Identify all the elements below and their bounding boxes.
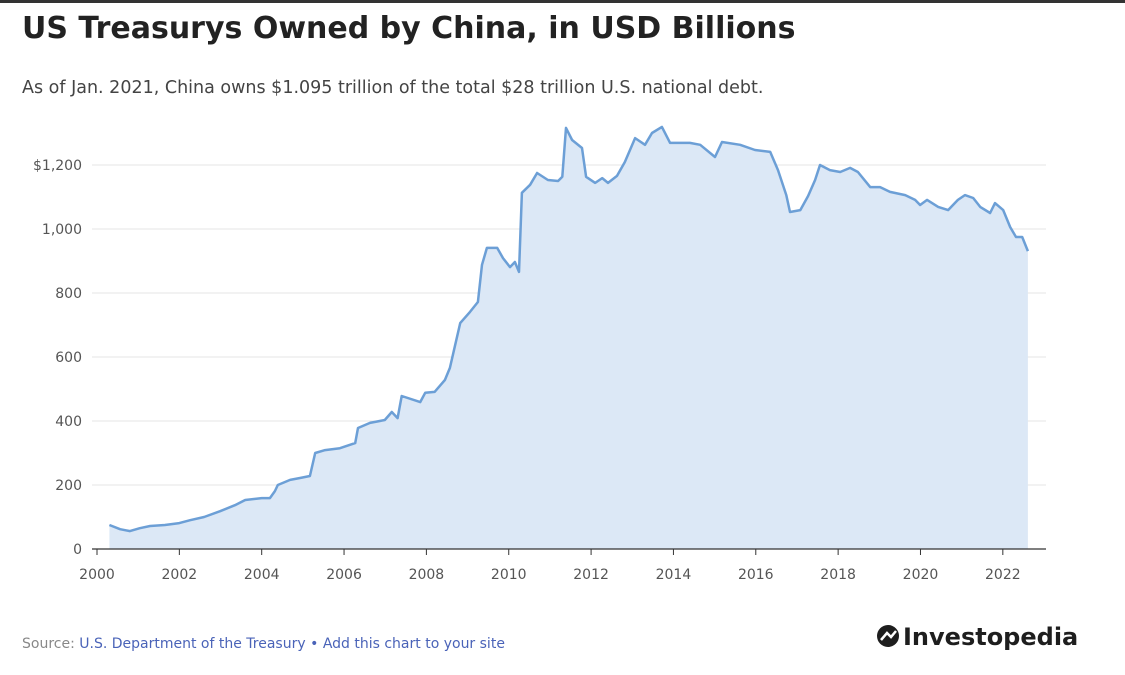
x-tick-label: 2016 bbox=[738, 567, 774, 583]
logo: Investopedia bbox=[877, 623, 1078, 651]
top-border bbox=[0, 0, 1125, 3]
x-tick-label: 2006 bbox=[326, 567, 362, 583]
y-tick-label: 1,000 bbox=[42, 222, 82, 238]
x-tick-label: 2010 bbox=[491, 567, 527, 583]
y-tick-label: $1,200 bbox=[33, 158, 82, 174]
x-tick-label: 2004 bbox=[244, 567, 280, 583]
x-tick-label: 2022 bbox=[985, 567, 1021, 583]
plot-area: 0 200 400 600 800 1,000 $1,200 2000 2002 2004 2006… bbox=[33, 125, 1046, 583]
y-tick-label: 200 bbox=[55, 478, 82, 494]
y-tick-label: 0 bbox=[73, 542, 82, 558]
separator: • bbox=[310, 636, 318, 652]
embed-link[interactable]: Add this chart to your site bbox=[323, 636, 505, 652]
logo-icon-mark bbox=[880, 630, 897, 641]
source-label: Source: bbox=[22, 636, 75, 652]
x-tick-label: 2012 bbox=[573, 567, 609, 583]
source-link[interactable]: U.S. Department of the Treasury bbox=[79, 636, 305, 652]
x-tick-label: 2014 bbox=[656, 567, 692, 583]
x-tick-label: 2000 bbox=[79, 567, 115, 583]
x-tick-label: 2002 bbox=[162, 567, 198, 583]
x-tick-label: 2018 bbox=[820, 567, 856, 583]
line bbox=[108, 125, 1030, 533]
chart-title: US Treasurys Owned by China, in USD Bill… bbox=[22, 11, 795, 46]
logo-text: Investopedia bbox=[903, 623, 1078, 651]
x-tick-label: 2020 bbox=[903, 567, 939, 583]
chart-subtitle: As of Jan. 2021, China owns $1.095 trill… bbox=[22, 78, 763, 98]
logo-icon bbox=[877, 625, 899, 647]
y-tick-label: 600 bbox=[55, 350, 82, 366]
footer: Source: U.S. Department of the Treasury … bbox=[22, 636, 505, 652]
y-tick-label: 800 bbox=[55, 286, 82, 302]
area-fill bbox=[109, 126, 1028, 550]
y-tick-label: 400 bbox=[55, 414, 82, 430]
x-tick-label: 2008 bbox=[409, 567, 445, 583]
